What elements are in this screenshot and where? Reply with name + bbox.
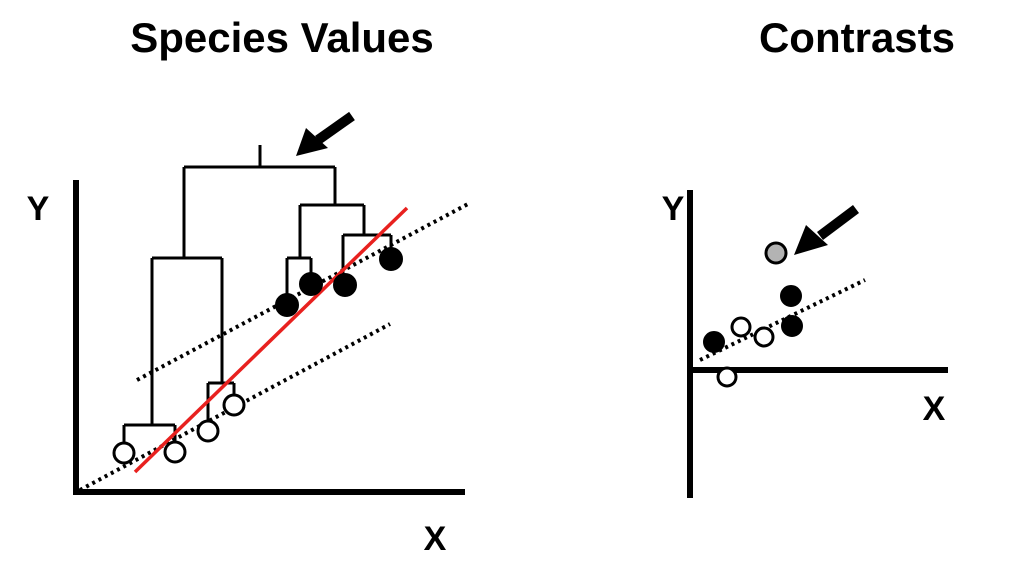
species-point-open [163, 440, 187, 464]
contrast-point-filled [703, 331, 725, 353]
right-x-axis-label: X [923, 390, 946, 428]
contrast-point-filled [780, 285, 802, 307]
species-point-open [196, 419, 220, 443]
contrasts-panel: Contrasts Y X [662, 14, 955, 498]
contrast-point-open [753, 326, 775, 348]
outlier-arrow-icon [794, 205, 859, 255]
right-panel-title: Contrasts [759, 14, 955, 61]
contrast-dotted-line [699, 278, 866, 362]
species-point-open [222, 393, 246, 417]
species-point-filled [379, 247, 403, 271]
right-y-axis-label: Y [662, 190, 685, 228]
left-x-axis-label: X [424, 520, 447, 558]
open-species-points [112, 393, 246, 465]
left-y-axis-label: Y [27, 190, 50, 228]
contrast-point-open [716, 366, 738, 388]
species-values-panel: Species Values Y X [27, 14, 469, 558]
root-arrow-icon [296, 111, 355, 156]
filled-contrast-points [703, 285, 803, 353]
open-contrast-points [716, 316, 775, 388]
species-point-filled [299, 272, 323, 296]
contrast-point-open [730, 316, 752, 338]
species-point-open [112, 441, 136, 465]
species-regression-line [133, 206, 409, 474]
left-panel-title: Species Values [130, 14, 434, 61]
filled-species-points [275, 247, 403, 317]
contrast-point-filled [781, 315, 803, 337]
species-point-filled [275, 293, 299, 317]
species-point-filled [333, 273, 357, 297]
contrast-point-highlight [764, 241, 788, 265]
